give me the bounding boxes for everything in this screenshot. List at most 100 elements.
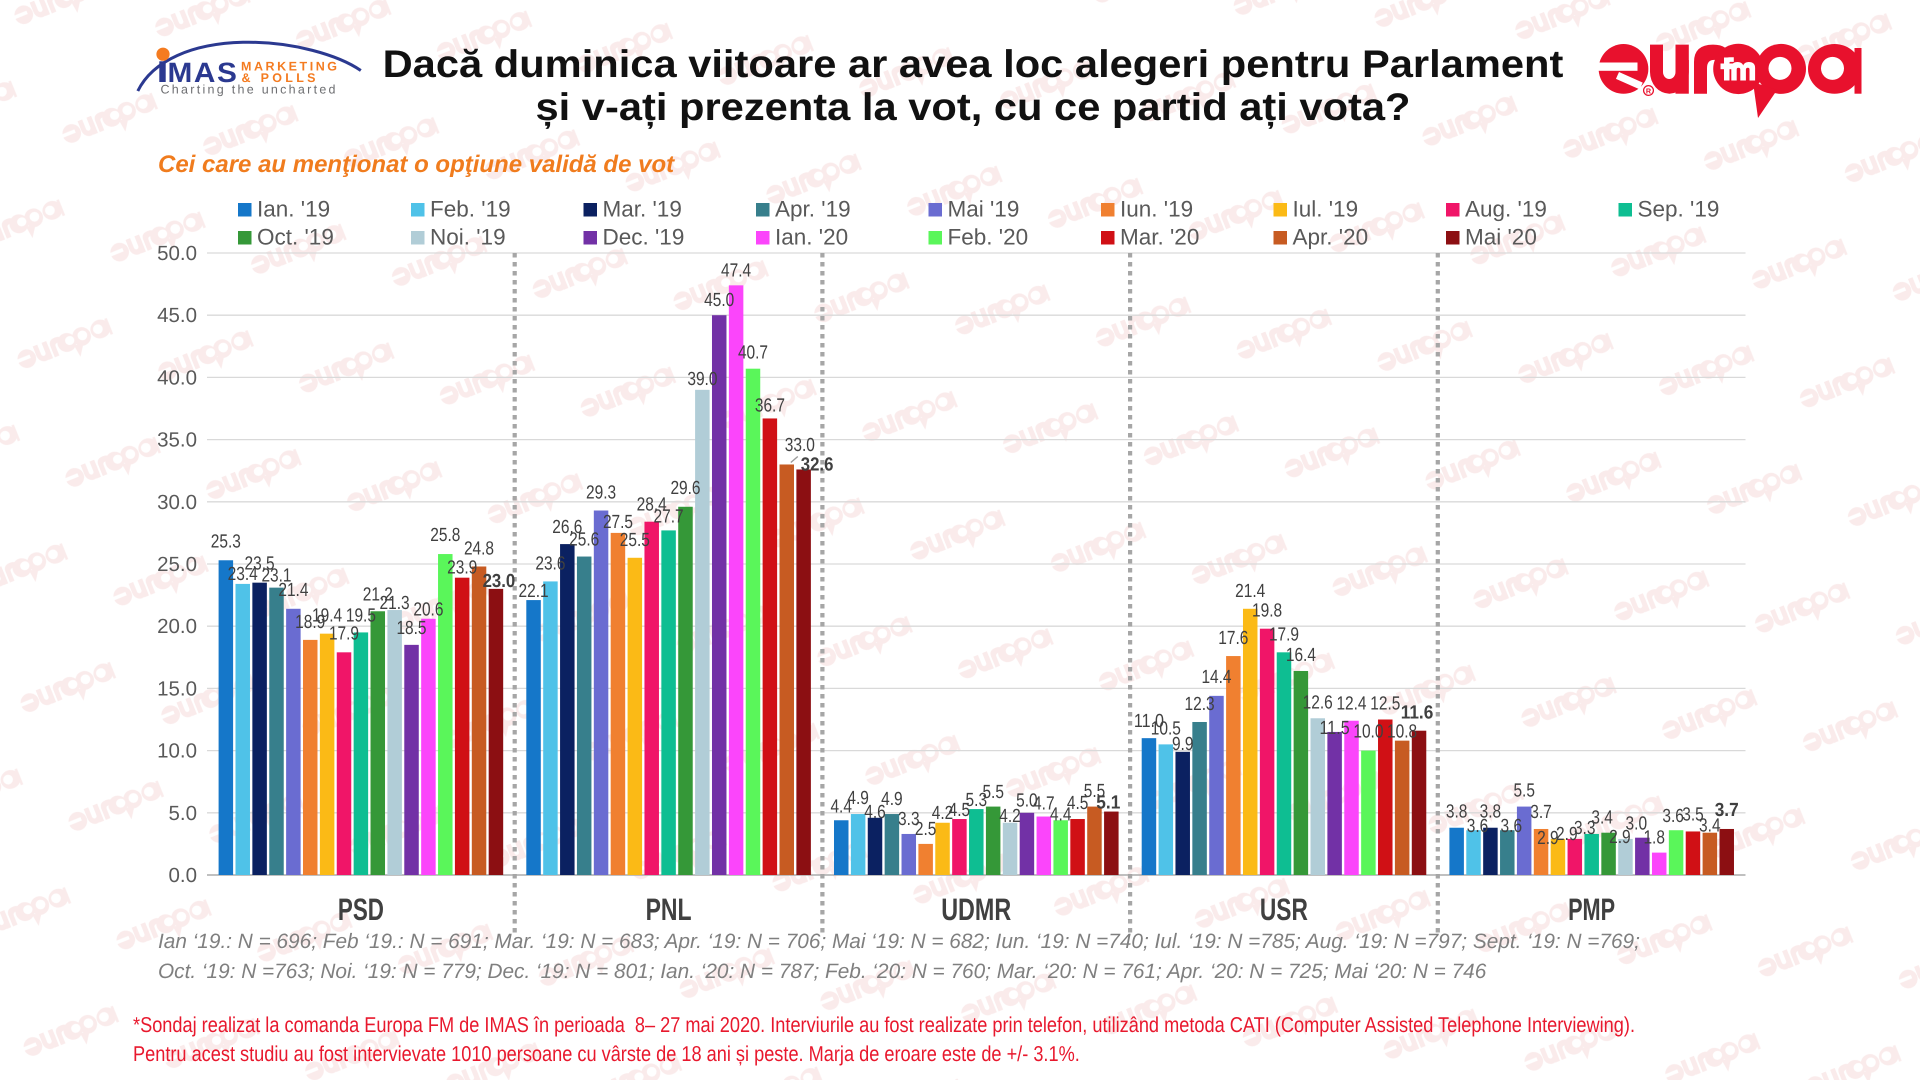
svg-text:4.5: 4.5: [1067, 793, 1089, 814]
svg-text:18.5: 18.5: [396, 618, 426, 639]
svg-text:12.5: 12.5: [1370, 694, 1400, 715]
svg-text:12.4: 12.4: [1336, 694, 1366, 715]
svg-text:19.5: 19.5: [346, 605, 376, 626]
svg-text:Iun. '19: Iun. '19: [1120, 197, 1193, 222]
svg-text:21.4: 21.4: [278, 580, 308, 601]
svg-text:16.4: 16.4: [1286, 645, 1316, 666]
svg-text:2.9: 2.9: [1537, 828, 1559, 849]
svg-text:19.8: 19.8: [1252, 601, 1282, 622]
svg-text:47.4: 47.4: [721, 260, 751, 281]
svg-text:Mar. '20: Mar. '20: [1120, 225, 1199, 250]
svg-text:3.3: 3.3: [1574, 818, 1596, 839]
svg-text:Noi. '19: Noi. '19: [430, 225, 506, 250]
svg-text:4.4: 4.4: [1050, 804, 1072, 825]
svg-text:21.3: 21.3: [380, 593, 410, 614]
svg-text:4.6: 4.6: [864, 802, 886, 823]
svg-text:3.5: 3.5: [1682, 805, 1704, 826]
svg-text:PSD: PSD: [338, 892, 384, 927]
svg-text:12.6: 12.6: [1303, 692, 1333, 713]
svg-text:3.6: 3.6: [1662, 806, 1684, 827]
svg-text:11.6: 11.6: [1401, 703, 1434, 724]
svg-text:5.1: 5.1: [1096, 793, 1120, 814]
svg-text:40.0: 40.0: [157, 366, 197, 389]
svg-text:23.5: 23.5: [245, 554, 275, 575]
svg-text:Iul. '19: Iul. '19: [1293, 197, 1359, 222]
svg-text:5.0: 5.0: [1016, 790, 1038, 811]
svg-text:5.5: 5.5: [982, 782, 1004, 803]
svg-text:25.3: 25.3: [211, 531, 241, 552]
svg-text:17.9: 17.9: [329, 623, 359, 644]
svg-text:17.6: 17.6: [1218, 628, 1248, 649]
svg-text:19.4: 19.4: [312, 606, 342, 627]
svg-text:Mai '19: Mai '19: [948, 197, 1020, 222]
svg-text:24.8: 24.8: [464, 539, 494, 560]
svg-text:39.0: 39.0: [687, 369, 717, 390]
svg-text:1.8: 1.8: [1643, 828, 1665, 849]
svg-text:0.0: 0.0: [169, 864, 198, 887]
svg-text:2.5: 2.5: [915, 819, 937, 840]
svg-text:R: R: [1646, 87, 1652, 96]
svg-text:27.7: 27.7: [654, 506, 684, 527]
svg-text:33.0: 33.0: [785, 435, 815, 456]
svg-text:Sep. '19: Sep. '19: [1638, 197, 1720, 222]
svg-text:25.6: 25.6: [569, 530, 599, 551]
svg-text:Feb. '20: Feb. '20: [948, 225, 1029, 250]
svg-text:23.1: 23.1: [261, 566, 291, 587]
svg-text:3.6: 3.6: [1467, 816, 1489, 837]
svg-text:USR: USR: [1260, 892, 1308, 927]
svg-text:3.8: 3.8: [1446, 802, 1468, 823]
svg-text:10.0: 10.0: [1353, 722, 1383, 743]
svg-text:5.3: 5.3: [966, 790, 988, 811]
svg-text:Mai '20: Mai '20: [1465, 225, 1537, 250]
svg-text:4.2: 4.2: [932, 803, 954, 824]
svg-text:4.7: 4.7: [1033, 794, 1055, 815]
svg-text:21.2: 21.2: [363, 584, 393, 605]
svg-text:UDMR: UDMR: [941, 892, 1011, 927]
svg-text:23.4: 23.4: [228, 564, 258, 585]
svg-text:Charting the uncharted: Charting the uncharted: [161, 83, 336, 97]
svg-text:27.5: 27.5: [603, 512, 633, 533]
svg-text:11.5: 11.5: [1320, 718, 1350, 739]
svg-text:25.5: 25.5: [620, 530, 650, 551]
svg-text:26.6: 26.6: [552, 517, 582, 538]
svg-text:4.5: 4.5: [949, 800, 971, 821]
svg-text:25.0: 25.0: [157, 553, 197, 576]
svg-text:18.9: 18.9: [295, 612, 325, 633]
svg-text:5.5: 5.5: [1084, 781, 1106, 802]
svg-text:4.9: 4.9: [881, 789, 903, 810]
svg-text:28.4: 28.4: [637, 495, 667, 516]
svg-text:21.4: 21.4: [1235, 581, 1265, 602]
svg-text:30.0: 30.0: [157, 491, 197, 514]
svg-text:10.0: 10.0: [157, 740, 197, 763]
svg-text:45.0: 45.0: [157, 304, 197, 327]
svg-text:32.6: 32.6: [801, 455, 834, 476]
svg-text:20.0: 20.0: [157, 615, 197, 638]
svg-text:25.8: 25.8: [430, 525, 460, 546]
svg-text:3.7: 3.7: [1530, 802, 1552, 823]
svg-text:4.9: 4.9: [847, 788, 869, 809]
svg-text:10.8: 10.8: [1387, 722, 1417, 743]
svg-text:2.9: 2.9: [1609, 827, 1631, 848]
svg-text:15.0: 15.0: [157, 677, 197, 700]
svg-text:MARKETING: MARKETING: [241, 59, 337, 73]
svg-text:Apr. '19: Apr. '19: [775, 197, 851, 222]
svg-text:35.0: 35.0: [157, 429, 197, 452]
svg-text:3.0: 3.0: [1626, 814, 1648, 835]
svg-text:Ian. '19: Ian. '19: [257, 197, 330, 222]
svg-text:3.6: 3.6: [1501, 816, 1523, 837]
svg-text:11.0: 11.0: [1134, 711, 1164, 732]
svg-text:Aug. '19: Aug. '19: [1465, 197, 1547, 222]
svg-text:29.6: 29.6: [670, 478, 700, 499]
svg-text:Feb. '19: Feb. '19: [430, 197, 511, 222]
svg-text:10.5: 10.5: [1151, 718, 1181, 739]
svg-text:17.9: 17.9: [1269, 624, 1299, 645]
svg-text:3.4: 3.4: [1591, 808, 1613, 829]
svg-text:20.6: 20.6: [413, 600, 443, 621]
svg-text:4.2: 4.2: [999, 806, 1021, 827]
svg-text:45.0: 45.0: [704, 290, 734, 311]
svg-text:40.7: 40.7: [738, 343, 768, 364]
svg-text:5.0: 5.0: [169, 802, 198, 825]
svg-text:14.4: 14.4: [1201, 667, 1231, 688]
svg-text:PNL: PNL: [646, 892, 692, 927]
svg-text:3.7: 3.7: [1715, 800, 1739, 821]
